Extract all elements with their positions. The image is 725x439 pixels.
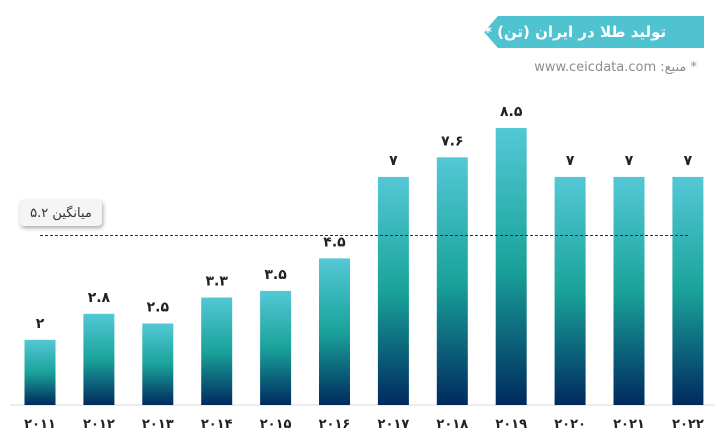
value-label-8: ۸.۵ bbox=[500, 104, 523, 120]
x-tick-label-5: ۲۰۱۶ bbox=[319, 417, 351, 432]
value-label-10: ۷ bbox=[625, 153, 634, 169]
x-tick-label-1: ۲۰۱۲ bbox=[83, 417, 115, 432]
bar-1 bbox=[83, 313, 115, 405]
bar-2 bbox=[142, 323, 174, 405]
x-tick-label-8: ۲۰۱۹ bbox=[495, 417, 527, 432]
source-note: * منبع: www.ceicdata.com bbox=[534, 60, 697, 75]
value-label-7: ۷.۶ bbox=[441, 133, 463, 149]
value-label-2: ۲.۵ bbox=[147, 300, 170, 316]
x-tick-label-9: ۲۰۲۰ bbox=[554, 417, 586, 432]
bar-8 bbox=[495, 128, 527, 405]
bar-3 bbox=[201, 297, 233, 405]
x-tick-label-7: ۲۰۱۸ bbox=[436, 417, 468, 432]
value-label-11: ۷ bbox=[684, 153, 693, 169]
x-tick-label-10: ۲۰۲۱ bbox=[613, 417, 645, 432]
chart-title: تولید طلا در ایران (تن) * bbox=[484, 23, 667, 41]
value-label-3: ۳.۳ bbox=[205, 274, 228, 290]
value-label-6: ۷ bbox=[389, 153, 398, 169]
x-tick-label-3: ۲۰۱۴ bbox=[201, 417, 233, 432]
average-label: میانگین ۵.۲ bbox=[30, 205, 92, 221]
average-badge: میانگین ۵.۲ bbox=[20, 200, 102, 226]
bar-11 bbox=[672, 176, 704, 405]
x-tick-label-11: ۲۰۲۲ bbox=[672, 417, 704, 432]
value-label-5: ۴.۵ bbox=[323, 234, 346, 250]
bar-4 bbox=[260, 290, 292, 405]
value-label-1: ۲.۸ bbox=[88, 290, 111, 306]
bar-5 bbox=[319, 258, 350, 405]
x-tick-label-0: ۲۰۱۱ bbox=[24, 417, 56, 432]
bar-9 bbox=[554, 176, 586, 405]
x-tick-label-6: ۲۰۱۷ bbox=[378, 417, 410, 432]
x-tick-label-4: ۲۰۱۵ bbox=[260, 417, 292, 432]
bar-7 bbox=[436, 157, 468, 405]
value-label-4: ۳.۵ bbox=[264, 267, 287, 283]
bar-0 bbox=[24, 339, 56, 405]
chart-title-banner: تولید طلا در ایران (تن) * bbox=[484, 16, 704, 48]
value-label-9: ۷ bbox=[566, 153, 575, 169]
bar-10 bbox=[613, 176, 645, 405]
x-tick-label-2: ۲۰۱۳ bbox=[142, 417, 174, 432]
bar-6 bbox=[377, 176, 409, 405]
value-label-0: ۲ bbox=[36, 316, 45, 332]
